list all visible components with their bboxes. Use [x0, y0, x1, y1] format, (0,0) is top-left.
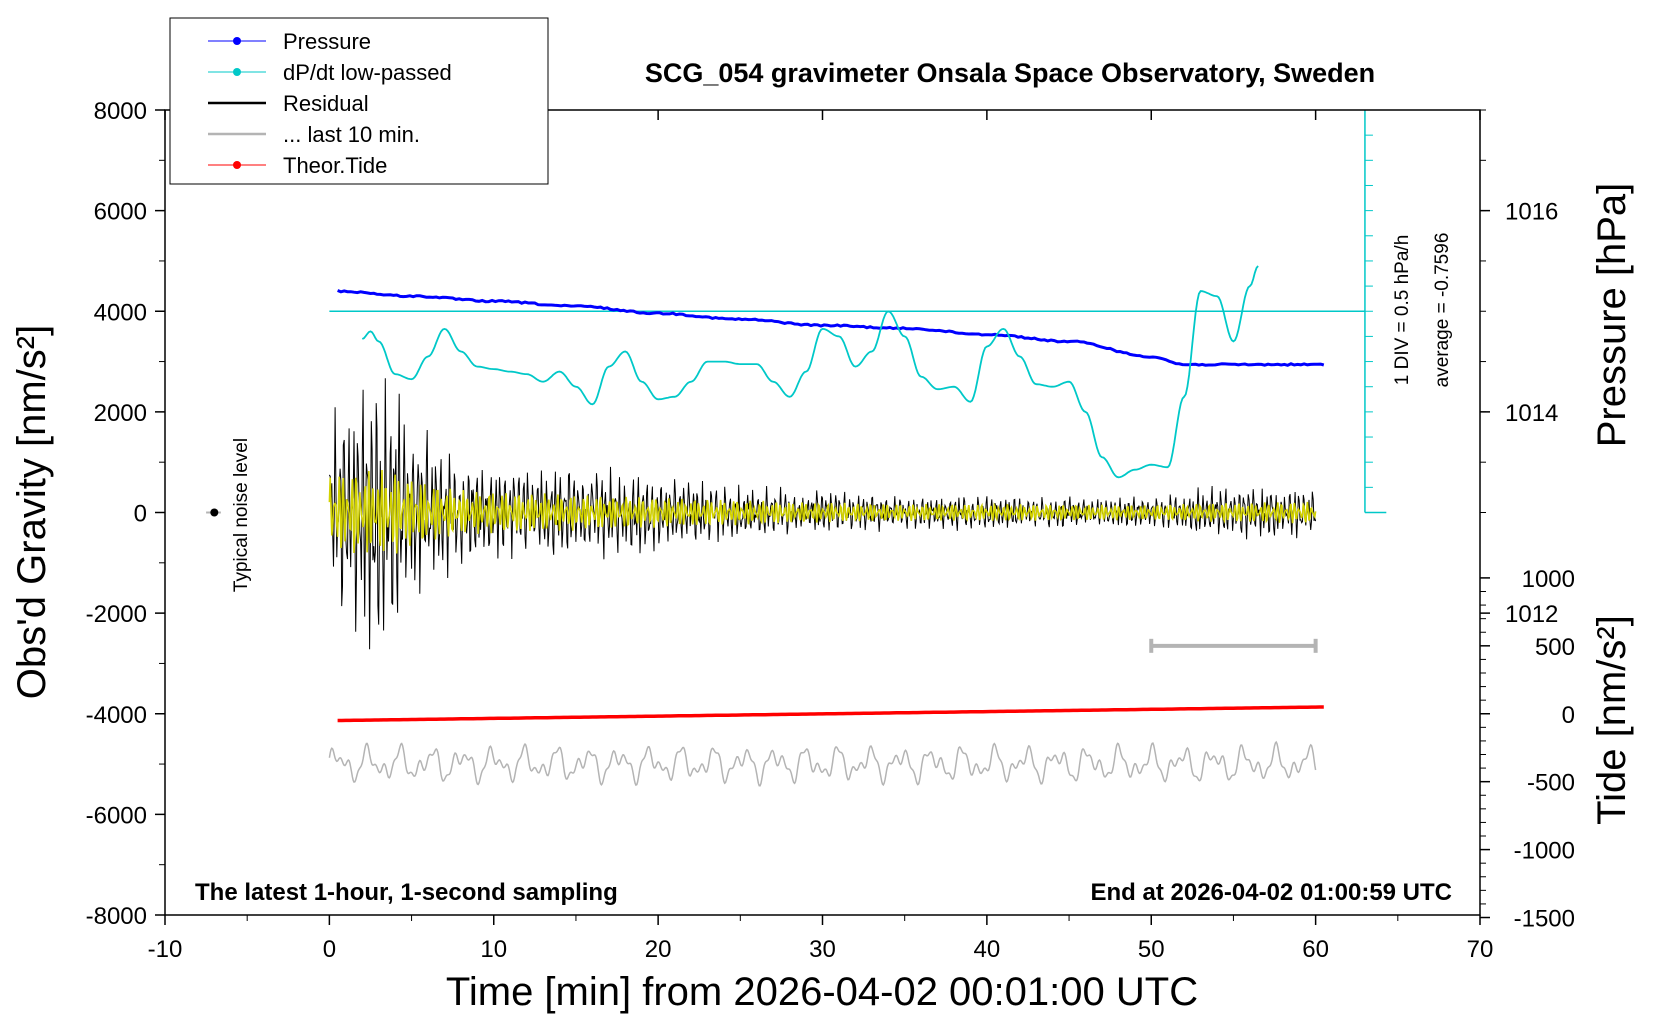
- pressure-series: [337, 289, 1325, 367]
- tide-tick-label: -1000: [1514, 838, 1575, 865]
- x-tick-label: 0: [323, 936, 336, 963]
- x-tick-label: 40: [974, 936, 1001, 963]
- x-tick-label: 50: [1138, 936, 1165, 963]
- legend-marker: [233, 37, 241, 45]
- x-axis-label: Time [min] from 2026-04-02 00:01:00 UTC: [446, 970, 1198, 1014]
- chart-title: SCG_054 gravimeter Onsala Space Observat…: [645, 58, 1375, 88]
- noise-level-label: Typical noise level: [231, 438, 252, 592]
- y-tick-label: 8000: [94, 98, 147, 125]
- x-tick-label: 10: [480, 936, 507, 963]
- legend-label: ... last 10 min.: [283, 122, 420, 147]
- legend-box: [169, 17, 549, 185]
- y-tick-label: 6000: [94, 199, 147, 226]
- y-tick-label: -8000: [86, 903, 147, 930]
- last10min-series: [328, 740, 1317, 787]
- y-tick-label: -6000: [86, 802, 147, 829]
- tide-tick-label: -500: [1527, 770, 1575, 797]
- legend-marker: [233, 161, 241, 169]
- y-tick-label: 2000: [94, 400, 147, 427]
- tide-series: [337, 705, 1324, 723]
- y-tick-label: -2000: [86, 601, 147, 628]
- pressure-tick-label: 1016: [1505, 199, 1558, 226]
- x-tick-label: 70: [1467, 936, 1494, 963]
- y-tick-label: 0: [134, 501, 147, 528]
- y-tick-label: -4000: [86, 702, 147, 729]
- average-label: average = -0.7596: [1432, 233, 1453, 388]
- dpdt-series: [361, 265, 1259, 479]
- footer-sampling-note: The latest 1-hour, 1-second sampling: [195, 879, 618, 906]
- x-tick-label: 20: [645, 936, 672, 963]
- tide-tick-label: 0: [1562, 702, 1575, 729]
- x-tick-label: -10: [148, 936, 183, 963]
- div-scale-label: 1 DIV = 0.5 hPa/h: [1392, 235, 1413, 386]
- footer-end-time: End at 2026-04-02 01:00:59 UTC: [1091, 879, 1453, 906]
- noise-level-marker: [210, 508, 219, 517]
- pressure-tick-label: 1014: [1505, 400, 1558, 427]
- pressure-tick-label: 1012: [1505, 601, 1558, 628]
- residual-lowpass-series: [328, 469, 1317, 554]
- y-axis-label-tide: Tide [nm/s²]: [1590, 615, 1634, 825]
- x-tick-label: 60: [1302, 936, 1329, 963]
- legend-label: dP/dt low-passed: [283, 60, 452, 85]
- tide-tick-label: 1000: [1522, 566, 1575, 593]
- y-tick-label: 4000: [94, 299, 147, 326]
- legend-label: Pressure: [283, 29, 371, 54]
- legend-label: Theor.Tide: [283, 153, 387, 178]
- y-axis-label-pressure: Pressure [hPa]: [1590, 183, 1634, 448]
- legend-marker: [233, 68, 241, 76]
- tide-tick-label: -1500: [1514, 906, 1575, 933]
- x-tick-label: 30: [809, 936, 836, 963]
- legend-label: Residual: [283, 91, 369, 116]
- y-axis-label-gravity: Obs'd Gravity [nm/s²]: [10, 325, 54, 699]
- tide-tick-label: 500: [1535, 634, 1575, 661]
